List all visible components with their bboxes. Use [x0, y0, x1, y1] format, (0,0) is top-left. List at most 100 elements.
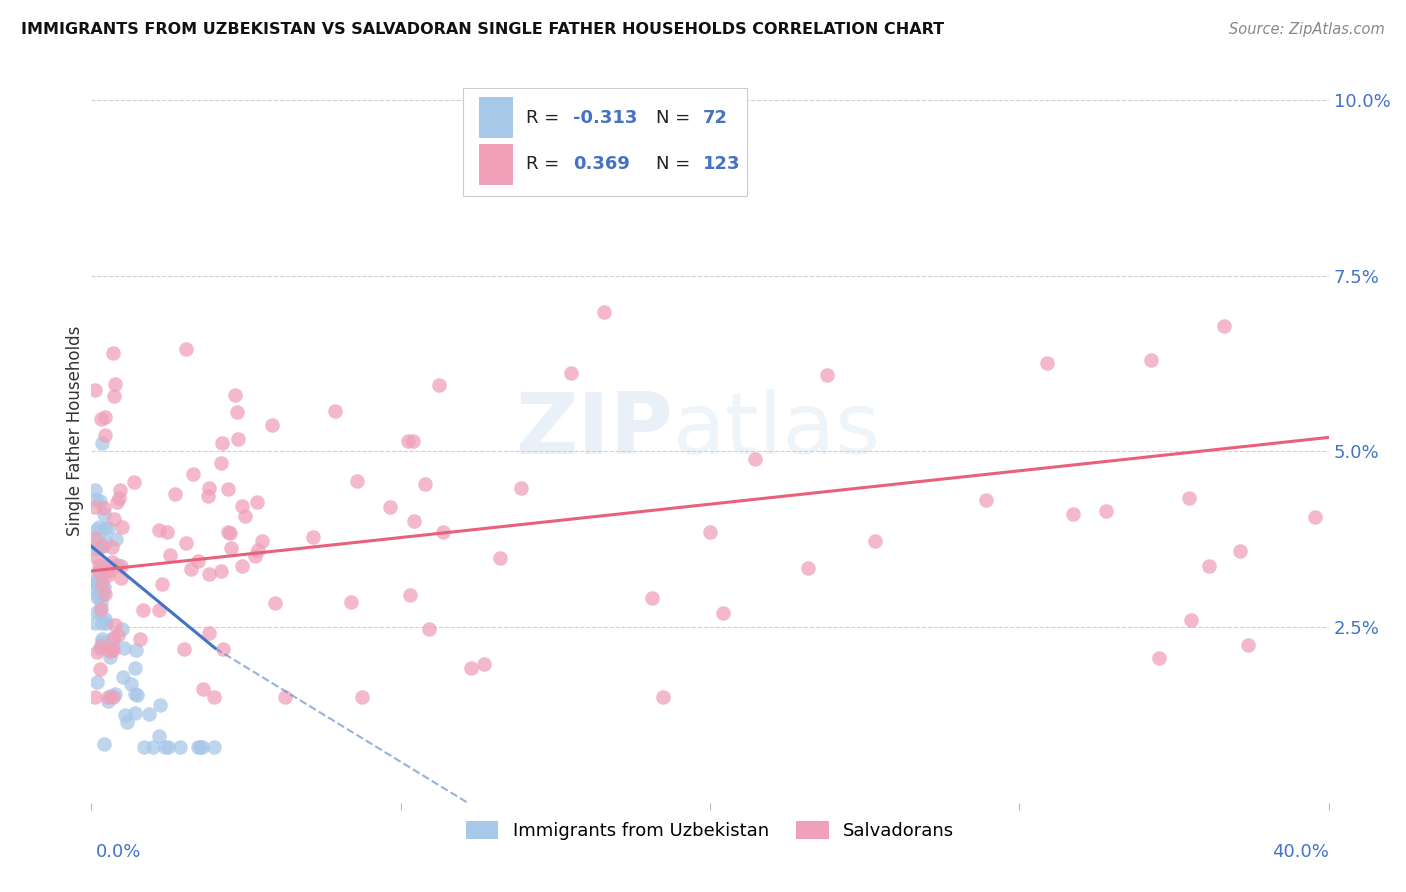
- Point: [86, 582, 108, 597]
- Point: [125, 688, 148, 702]
- Text: 123: 123: [703, 155, 740, 173]
- Text: 40.0%: 40.0%: [1272, 843, 1329, 861]
- Point: [100, 690, 122, 704]
- Point: [100, 642, 122, 657]
- Point: [815, 368, 838, 382]
- Point: [120, 677, 142, 691]
- Point: [97, 567, 120, 582]
- Point: [101, 346, 124, 360]
- Point: [197, 481, 219, 495]
- Point: [460, 661, 482, 675]
- Point: [863, 533, 886, 548]
- Point: [1303, 510, 1326, 524]
- Point: [197, 489, 219, 503]
- Point: [93, 580, 115, 594]
- Point: [217, 524, 239, 539]
- Point: [165, 487, 187, 501]
- Point: [510, 481, 533, 495]
- Point: [96, 565, 118, 579]
- Point: [124, 687, 146, 701]
- Point: [104, 688, 127, 702]
- Point: [108, 491, 131, 505]
- Point: [472, 657, 495, 671]
- Point: [641, 591, 664, 606]
- Point: [1036, 355, 1059, 369]
- Point: [1198, 558, 1220, 573]
- Point: [104, 618, 127, 632]
- Point: [117, 714, 139, 729]
- Point: [148, 603, 170, 617]
- Point: [93, 508, 115, 522]
- Point: [246, 543, 269, 558]
- Point: [198, 566, 221, 581]
- Point: [219, 541, 242, 556]
- Point: [111, 670, 134, 684]
- Point: [91, 634, 114, 648]
- Point: [87, 520, 110, 534]
- Point: [323, 404, 346, 418]
- Point: [89, 640, 111, 655]
- Point: [87, 565, 110, 579]
- Point: [413, 477, 436, 491]
- Point: [89, 558, 111, 573]
- FancyBboxPatch shape: [478, 144, 513, 185]
- Point: [138, 706, 160, 721]
- Point: [339, 594, 361, 608]
- Point: [489, 550, 512, 565]
- Point: [198, 625, 221, 640]
- Point: [94, 521, 117, 535]
- Text: R =: R =: [526, 109, 565, 127]
- Point: [148, 698, 170, 712]
- Point: [186, 739, 208, 754]
- Point: [274, 690, 297, 705]
- Point: [91, 576, 114, 591]
- Point: [211, 435, 233, 450]
- Point: [101, 540, 124, 554]
- Point: [187, 554, 209, 568]
- Point: [94, 612, 117, 626]
- Point: [103, 389, 125, 403]
- Point: [89, 604, 111, 618]
- Point: [110, 520, 132, 534]
- Point: [86, 645, 108, 659]
- Point: [132, 602, 155, 616]
- Point: [262, 418, 284, 433]
- Point: [156, 739, 179, 754]
- Point: [132, 739, 155, 754]
- Point: [593, 305, 616, 319]
- Point: [96, 559, 118, 574]
- Point: [1140, 352, 1163, 367]
- Point: [98, 563, 121, 577]
- Point: [191, 681, 214, 696]
- Point: [651, 690, 673, 705]
- Point: [87, 532, 110, 546]
- Text: R =: R =: [526, 155, 565, 173]
- Point: [202, 690, 225, 705]
- Point: [105, 495, 128, 509]
- Point: [105, 533, 128, 547]
- Point: [181, 467, 204, 481]
- Point: [97, 694, 120, 708]
- Point: [86, 605, 108, 619]
- Point: [90, 412, 112, 426]
- Point: [105, 558, 128, 573]
- Point: [744, 452, 766, 467]
- Point: [396, 434, 419, 448]
- Text: Source: ZipAtlas.com: Source: ZipAtlas.com: [1229, 22, 1385, 37]
- Text: atlas: atlas: [673, 389, 882, 472]
- Text: IMMIGRANTS FROM UZBEKISTAN VS SALVADORAN SINGLE FATHER HOUSEHOLDS CORRELATION CH: IMMIGRANTS FROM UZBEKISTAN VS SALVADORAN…: [21, 22, 945, 37]
- Point: [90, 539, 112, 553]
- Point: [84, 523, 107, 537]
- Point: [90, 436, 112, 450]
- Point: [89, 662, 111, 676]
- Point: [101, 640, 124, 654]
- Point: [699, 524, 721, 539]
- Point: [89, 493, 111, 508]
- Point: [224, 388, 246, 402]
- Point: [110, 559, 132, 574]
- Point: [90, 602, 112, 616]
- Point: [226, 405, 249, 419]
- Point: [84, 615, 107, 630]
- Point: [87, 540, 110, 554]
- Point: [1229, 543, 1251, 558]
